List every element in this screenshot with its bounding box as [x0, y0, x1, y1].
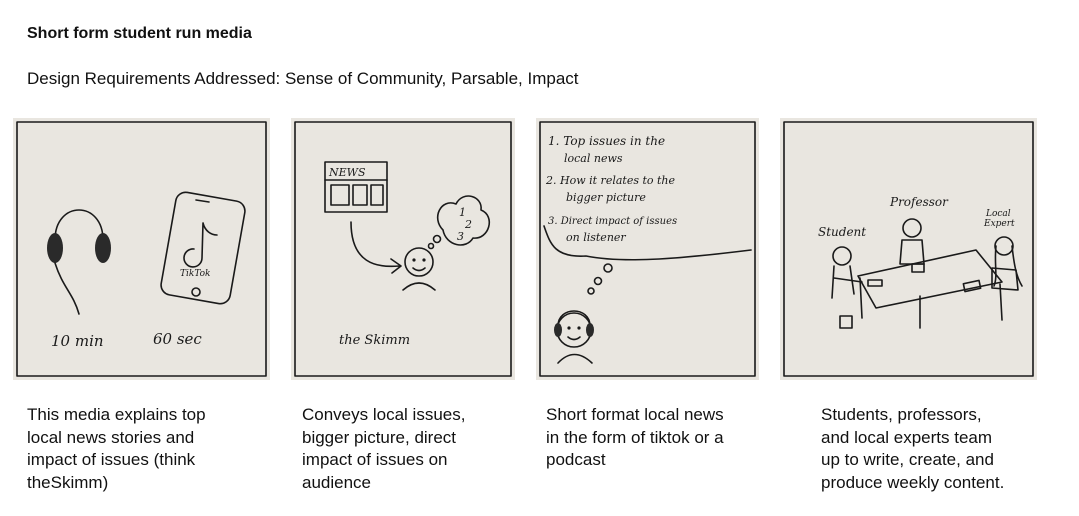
caption-line: Students, professors,: [821, 405, 982, 424]
sketch-label-local: Local: [985, 209, 1011, 219]
headphones-icon: [47, 209, 111, 315]
sketch-label-expert: Expert: [983, 219, 1015, 229]
thought-number-3: 3: [457, 230, 464, 243]
sketch-duration-left: 10 min: [51, 332, 104, 350]
phone-icon: TikTok: [160, 191, 246, 305]
caption-line: impact of issues (think: [27, 450, 196, 469]
caption-line: podcast: [546, 450, 606, 469]
sketch-panel-team: Student Professor Local Expert: [780, 118, 1037, 380]
sketch-skimm-drawing: NEWS 1 2 3 the Skimm: [294, 121, 512, 377]
thought-number-1: 1: [459, 206, 466, 219]
caption-line: bigger picture, direct: [302, 427, 457, 447]
thought-bubble-icon: 1 2 3: [427, 195, 491, 250]
newspaper-label: NEWS: [328, 166, 366, 179]
thought-number-2: 2: [464, 218, 472, 231]
sketch-label-student: Student: [818, 225, 866, 239]
sketch-panel-formats: TikTok 10 min 60 sec: [13, 118, 270, 380]
sketch-podcast-drawing: 1. Top issues in the local news 2. How i…: [539, 121, 756, 377]
caption-line: impact of issues on: [302, 450, 448, 469]
thought-trail-icon: [587, 263, 613, 295]
table-icon: [857, 249, 1003, 329]
caption-line: and local experts team: [821, 427, 993, 447]
caption-line: up to write, create, and: [821, 450, 994, 469]
sketch-list-item-3: 3. Direct impact of issues: [548, 216, 677, 227]
student-figure-icon: [831, 246, 883, 329]
phone-app-label: TikTok: [180, 269, 211, 279]
sketch-list-item-3-cont: on listener: [566, 231, 626, 244]
caption-line: Short format local news: [546, 405, 724, 424]
sketch-formats-drawing: TikTok 10 min 60 sec: [16, 121, 267, 377]
design-requirements-subtitle: Design Requirements Addressed: Sense of …: [27, 69, 579, 88]
caption-skimm: Conveys local issues, bigger picture, di…: [302, 404, 507, 494]
page-title: Short form student run media: [27, 25, 252, 42]
caption-line: produce weekly content.: [821, 472, 1005, 492]
caption-team: Students, professors, and local experts …: [821, 404, 1046, 494]
caption-line: local news stories and: [27, 427, 195, 447]
listener-with-headphones-icon: [554, 310, 594, 364]
sketch-panel-podcast: 1. Top issues in the local news 2. How i…: [536, 118, 759, 380]
caption-line: audience: [302, 472, 372, 492]
sketch-list-item-2: 2. How it relates to the: [545, 174, 676, 187]
person-icon: [402, 247, 436, 291]
caption-formats: This media explains top local news stori…: [27, 404, 257, 494]
sketch-list-item-2-cont: bigger picture: [566, 191, 646, 204]
sketch-list-item-1: 1. Top issues in the: [548, 134, 665, 148]
caption-line: This media explains top: [27, 405, 206, 424]
sketch-duration-right: 60 sec: [153, 330, 202, 348]
caption-line: in the form of tiktok or a: [546, 427, 724, 447]
sketch-brand-label: the Skimm: [339, 333, 410, 348]
caption-podcast: Short format local news in the form of t…: [546, 404, 761, 472]
expert-figure-icon: [962, 236, 1023, 293]
newspaper-icon: NEWS: [324, 161, 388, 213]
caption-line: theSkimm): [27, 472, 109, 492]
sketch-list-item-1-cont: local news: [564, 152, 623, 165]
sketch-panel-skimm: NEWS 1 2 3 the Skimm: [291, 118, 515, 380]
sketch-team-drawing: Student Professor Local Expert: [783, 121, 1034, 377]
sketch-label-professor: Professor: [889, 195, 949, 209]
professor-figure-icon: [899, 218, 925, 273]
caption-line: Conveys local issues,: [302, 405, 466, 424]
